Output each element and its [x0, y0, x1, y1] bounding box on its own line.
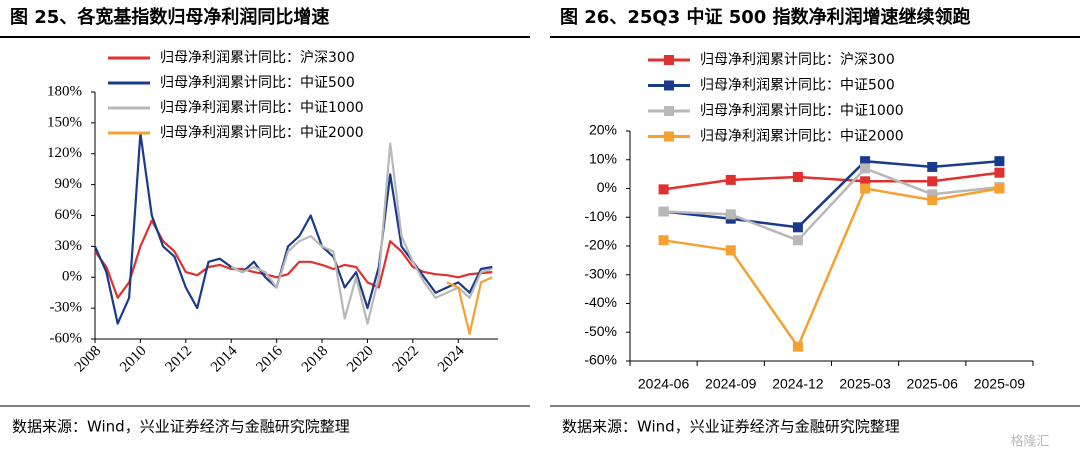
source-note: 数据来源：Wind，兴业证券经济与金融研究院整理	[12, 418, 350, 436]
x-tick-label: 2012	[163, 343, 196, 376]
point-marker	[860, 156, 871, 167]
y-tick-label: -30%	[50, 300, 83, 316]
x-tick-label: 2018	[299, 343, 332, 376]
legend-marker	[664, 80, 674, 91]
y-tick-label: 90%	[55, 176, 83, 192]
legend-marker	[664, 131, 674, 142]
x-tick-label: 2024	[435, 343, 468, 376]
series-line	[230, 142, 493, 325]
y-tick-label: 30%	[55, 238, 83, 254]
series-line	[663, 159, 1000, 229]
watermark: 格隆汇	[1010, 434, 1049, 450]
legend-label: 归母净利润累计同比：中证500	[160, 74, 355, 91]
x-tick-label: 2025-03	[839, 376, 891, 392]
y-tick-label: 10%	[589, 150, 617, 166]
point-marker	[927, 195, 938, 205]
x-tick-label: 2008	[72, 343, 105, 376]
x-tick-label: 2024-09	[705, 376, 757, 392]
legend-label: 归母净利润累计同比：沪深300	[700, 51, 895, 68]
x-tick-label: 2022	[390, 343, 423, 376]
x-tick-label: 2024-12	[772, 376, 824, 392]
point-marker	[860, 183, 871, 194]
legend-label: 归母净利润累计同比：中证2000	[160, 124, 364, 141]
x-tick-label: 2024-06	[638, 376, 690, 392]
point-marker	[792, 222, 803, 233]
legend-marker	[664, 106, 674, 116]
series-line	[663, 167, 1000, 242]
series-line	[93, 132, 493, 325]
x-tick-label: 2025-09	[974, 376, 1026, 392]
point-marker	[927, 176, 938, 187]
y-tick-label: 60%	[55, 207, 83, 223]
y-tick-label: -60%	[50, 330, 83, 346]
x-tick-label: 2025-06	[907, 376, 959, 392]
y-tick-label: 120%	[47, 145, 82, 161]
point-marker	[792, 235, 803, 246]
point-marker	[725, 174, 736, 185]
y-tick-label: -40%	[584, 294, 617, 310]
x-tick-label: 2020	[344, 343, 377, 376]
point-marker	[792, 172, 803, 182]
y-tick-label: 0%	[62, 269, 82, 285]
series-line	[446, 276, 493, 335]
y-tick-label: -60%	[584, 352, 617, 368]
y-tick-label: -20%	[584, 237, 617, 253]
y-tick-label: -10%	[584, 208, 617, 224]
legend-label: 归母净利润累计同比：沪深300	[160, 49, 355, 66]
legend-label: 归母净利润累计同比：中证500	[700, 77, 895, 94]
point-marker	[658, 206, 669, 217]
x-tick-label: 2010	[117, 343, 150, 376]
legend-marker	[664, 55, 674, 65]
point-marker	[927, 189, 938, 200]
y-tick-label: -30%	[584, 265, 617, 281]
y-tick-label: 150%	[47, 114, 82, 130]
series-line	[94, 219, 493, 299]
series-line	[663, 171, 1000, 191]
chart-title: 图 26、25Q3 中证 500 指数净利润增速继续领跑	[560, 6, 971, 28]
x-tick-label: 2016	[253, 343, 286, 376]
legend-label: 归母净利润累计同比：中证1000	[160, 99, 364, 116]
chart-title: 图 25、各宽基指数归母净利润同比增速	[10, 6, 329, 28]
point-marker	[725, 209, 736, 220]
point-marker	[860, 163, 871, 174]
point-marker	[860, 176, 871, 187]
legend-label: 归母净利润累计同比：中证1000	[700, 102, 904, 119]
point-marker	[994, 167, 1005, 178]
y-tick-label: 20%	[589, 122, 617, 138]
point-marker	[994, 183, 1005, 194]
point-marker	[792, 341, 803, 352]
source-note: 数据来源：Wind，兴业证券经济与金融研究院整理	[562, 418, 900, 436]
legend-label: 归母净利润累计同比：中证2000	[700, 128, 904, 145]
point-marker	[927, 161, 938, 172]
y-tick-label: 180%	[47, 83, 82, 99]
point-marker	[658, 184, 669, 195]
point-marker	[994, 156, 1005, 167]
x-tick-label: 2014	[208, 343, 241, 376]
point-marker	[725, 245, 736, 256]
series-line	[663, 187, 1000, 348]
y-tick-label: -50%	[584, 323, 617, 339]
point-marker	[658, 235, 669, 246]
y-tick-label: 0%	[597, 179, 617, 195]
